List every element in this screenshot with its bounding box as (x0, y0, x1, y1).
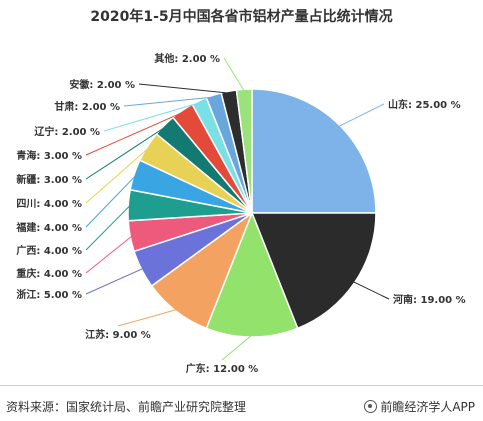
leader-line-新疆 (85, 126, 167, 180)
slice-labels: 山东: 25.00 % 河南: 19.00 % 广东: 12.00 % 江苏: 9.0… (15, 52, 465, 375)
leader-lines (85, 57, 390, 361)
slice-label-浙江: 浙江: 5.00 % (16, 288, 82, 301)
leader-line-浙江 (85, 267, 144, 295)
leader-line-福建 (85, 174, 137, 228)
pie-slice-山东 (251, 88, 377, 214)
slice-label-福建: 福建: 4.00 % (15, 221, 82, 234)
leader-line-江苏 (117, 308, 178, 327)
leader-line-甘肃 (123, 96, 215, 107)
slice-label-山东: 山东: 25.00 % (388, 98, 461, 111)
pie-chart: 山东: 25.00 % 河南: 19.00 % 广东: 12.00 % 江苏: 9.0… (15, 52, 465, 375)
pie-slice-其他 (235, 88, 253, 214)
brand: 前瞻经济学人APP (364, 398, 475, 415)
leader-line-山东 (338, 103, 385, 128)
leader-line-辽宁 (103, 102, 201, 132)
leader-line-其他 (223, 57, 245, 92)
slice-label-河南: 河南: 19.00 % (393, 293, 466, 306)
slice-label-四川: 四川: 4.00 % (16, 198, 82, 210)
leader-line-四川 (85, 147, 150, 204)
pie-slices (127, 88, 377, 338)
source-note: 资料来源：国家统计局、前瞻产业研究院整理 (6, 400, 247, 414)
brand-label: 前瞻经济学人APP (380, 400, 475, 414)
slice-label-新疆: 新疆: 3.00 % (16, 173, 82, 186)
footer: 资料来源：国家统计局、前瞻产业研究院整理 前瞻经济学人APP (0, 385, 483, 421)
leader-line-广东 (221, 334, 253, 361)
pie-slice-广东 (205, 210, 299, 338)
brand-logo-icon (364, 400, 378, 413)
leader-line-重庆 (85, 235, 133, 274)
leader-line-广西 (85, 204, 131, 251)
chart-title: 2020年1-5月中国各省市铝材产量占比统计情况 (90, 9, 393, 25)
slice-label-江苏: 江苏: 9.00 % (85, 328, 151, 341)
leader-line-河南 (352, 281, 390, 300)
leader-line-安徽 (138, 83, 230, 94)
slice-label-重庆: 重庆: 4.00 % (16, 267, 82, 280)
slice-label-青海: 青海: 3.00 % (16, 149, 82, 162)
slice-label-安徽: 安徽: 2.00 % (69, 78, 135, 91)
slice-label-甘肃: 甘肃: 2.00 % (54, 100, 120, 113)
slice-label-其他: 其他: 2.00 % (154, 52, 220, 65)
slice-label-广西: 广西: 4.00 % (16, 244, 82, 257)
slice-label-广东: 广东: 12.00 % (186, 362, 259, 375)
leader-line-青海 (85, 111, 184, 156)
slice-label-辽宁: 辽宁: 2.00 % (34, 125, 100, 138)
